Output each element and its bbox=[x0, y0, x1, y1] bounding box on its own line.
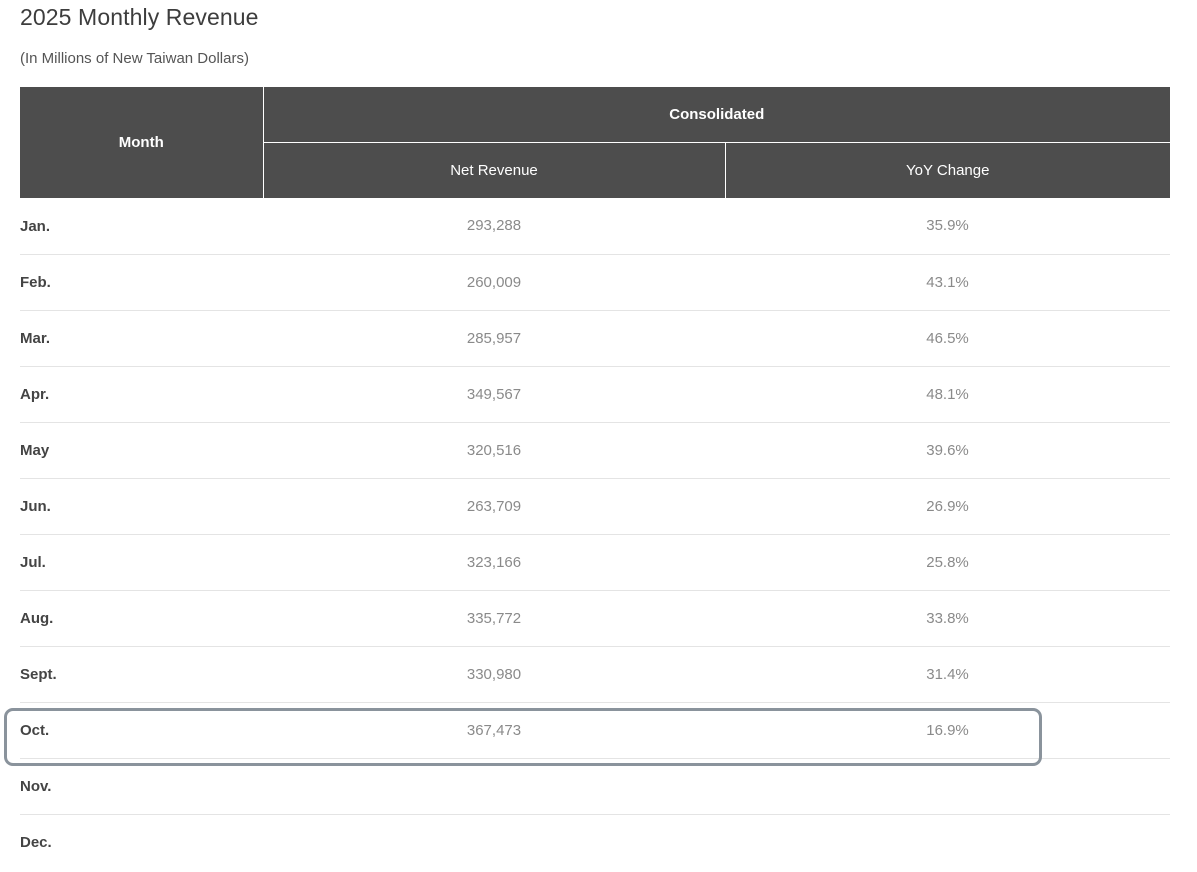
table-row: Jun. 263,709 26.9% bbox=[20, 478, 1171, 535]
table-row: Nov. bbox=[20, 758, 1171, 815]
month-cell: Sept. bbox=[20, 646, 263, 703]
net-revenue-cell: 367,473 bbox=[263, 702, 725, 759]
yoy-change-cell bbox=[725, 758, 1171, 815]
table-body: Jan. 293,288 35.9% Feb. 260,009 43.1% Ma… bbox=[20, 198, 1171, 870]
month-cell: Feb. bbox=[20, 254, 263, 311]
month-cell: Jun. bbox=[20, 478, 263, 535]
page-title: 2025 Monthly Revenue bbox=[20, 4, 259, 30]
table-row: Jan. 293,288 35.9% bbox=[20, 198, 1171, 255]
net-revenue-cell: 263,709 bbox=[263, 478, 725, 535]
table-row: Feb. 260,009 43.1% bbox=[20, 254, 1171, 311]
net-revenue-cell: 285,957 bbox=[263, 310, 725, 367]
yoy-change-cell: 25.8% bbox=[725, 534, 1171, 591]
month-cell: Jul. bbox=[20, 534, 263, 591]
yoy-change-cell: 46.5% bbox=[725, 310, 1171, 367]
month-cell: Dec. bbox=[20, 833, 52, 851]
yoy-change-cell bbox=[725, 814, 1170, 870]
table-row: Dec. bbox=[20, 814, 1170, 870]
month-cell: Aug. bbox=[20, 590, 263, 647]
yoy-change-cell: 16.9% bbox=[725, 702, 1171, 759]
net-revenue-cell: 349,567 bbox=[263, 366, 725, 423]
month-cell: Nov. bbox=[20, 758, 263, 815]
table-row: Sept. 330,980 31.4% bbox=[20, 646, 1171, 703]
net-revenue-cell: 330,980 bbox=[263, 646, 725, 703]
month-column-header: Month bbox=[20, 87, 264, 199]
yoy-change-cell: 39.6% bbox=[725, 422, 1171, 479]
table-row: Jul. 323,166 25.8% bbox=[20, 534, 1171, 591]
net-revenue-cell bbox=[263, 814, 725, 870]
table-row: Aug. 335,772 33.8% bbox=[20, 590, 1171, 647]
month-cell: Jan. bbox=[20, 198, 263, 255]
table-header: Month Consolidated Net Revenue YoY Chang… bbox=[20, 87, 1171, 199]
net-revenue-cell: 323,166 bbox=[263, 534, 725, 591]
table-row: May 320,516 39.6% bbox=[20, 422, 1171, 479]
table-row-highlighted: Oct. 367,473 16.9% bbox=[20, 702, 1171, 759]
net-revenue-cell: 335,772 bbox=[263, 590, 725, 647]
month-cell: Apr. bbox=[20, 366, 263, 423]
table-row: Apr. 349,567 48.1% bbox=[20, 366, 1171, 423]
yoy-change-cell: 35.9% bbox=[725, 198, 1171, 255]
net-revenue-column-header: Net Revenue bbox=[262, 142, 726, 198]
month-cell: Oct. bbox=[20, 702, 263, 759]
month-cell: May bbox=[20, 422, 263, 479]
monthly-revenue-table: Month Consolidated Net Revenue YoY Chang… bbox=[20, 87, 1171, 870]
net-revenue-cell: 293,288 bbox=[263, 198, 725, 255]
month-cell: Mar. bbox=[20, 310, 263, 367]
yoy-change-cell: 33.8% bbox=[725, 590, 1171, 647]
table-row: Mar. 285,957 46.5% bbox=[20, 310, 1171, 367]
yoy-change-cell: 26.9% bbox=[725, 478, 1171, 535]
net-revenue-cell: 320,516 bbox=[263, 422, 725, 479]
yoy-change-cell: 31.4% bbox=[725, 646, 1171, 703]
consolidated-group-header: Consolidated bbox=[262, 87, 1171, 143]
yoy-change-cell: 43.1% bbox=[725, 254, 1171, 311]
yoy-change-cell: 48.1% bbox=[725, 366, 1171, 423]
net-revenue-cell: 260,009 bbox=[263, 254, 725, 311]
page-subtitle: (In Millions of New Taiwan Dollars) bbox=[20, 50, 249, 67]
yoy-change-column-header: YoY Change bbox=[724, 142, 1171, 198]
net-revenue-cell bbox=[263, 758, 725, 815]
